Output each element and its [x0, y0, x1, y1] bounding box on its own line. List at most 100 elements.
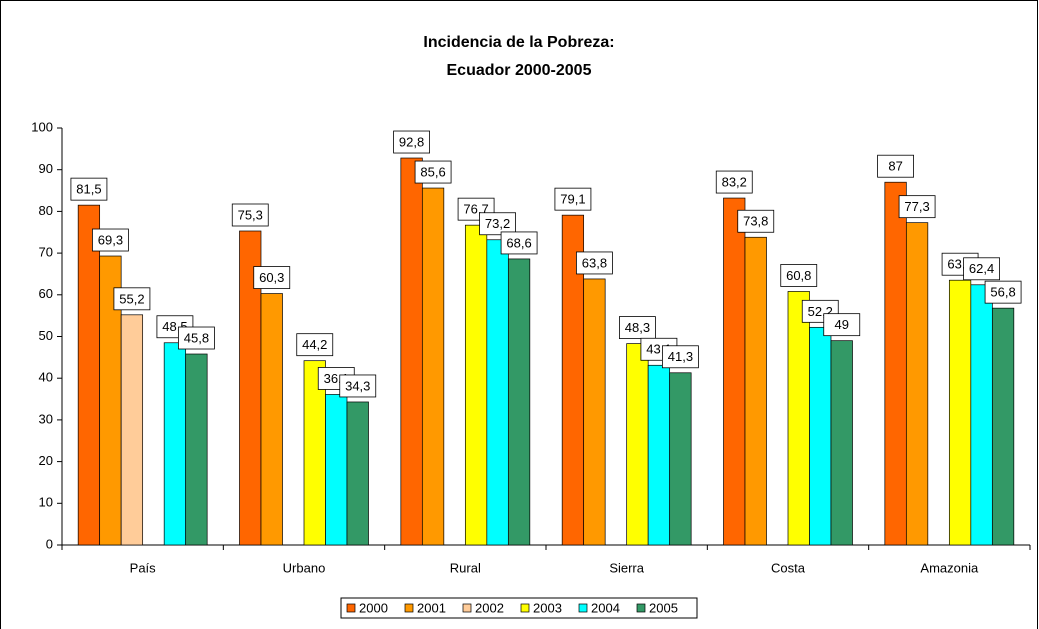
x-tick-label: Rural: [450, 560, 481, 575]
data-label: 56,8: [990, 285, 1015, 300]
legend-label: 2004: [591, 600, 620, 615]
y-tick-label: 90: [39, 161, 53, 176]
data-label: 73,8: [743, 214, 768, 229]
data-label-box: [619, 316, 656, 339]
data-label: 75,3: [238, 207, 263, 222]
bar: [120, 314, 144, 546]
bar: [185, 353, 208, 546]
bar: [507, 258, 531, 546]
legend-label: 2002: [475, 600, 504, 615]
bar: [948, 279, 972, 546]
data-label-box: [715, 170, 753, 194]
bar: [830, 340, 853, 546]
y-tick-label: 20: [39, 453, 53, 468]
x-tick-label: País: [130, 560, 157, 575]
data-label-box: [393, 130, 430, 154]
y-tick-label: 0: [46, 536, 53, 551]
data-label-box: [70, 177, 108, 201]
bar: [77, 204, 101, 546]
legend-box: [340, 597, 698, 619]
data-label: 62,4: [969, 261, 994, 276]
bar: [669, 372, 692, 546]
data-label: 49: [835, 317, 849, 332]
x-tick-label: Amazonia: [920, 560, 979, 575]
bar: [787, 291, 810, 546]
legend-label: 2001: [417, 600, 446, 615]
data-label-box: [113, 287, 151, 311]
legend-swatch: [346, 603, 356, 613]
legend-swatch: [520, 603, 530, 613]
data-label-box: [823, 313, 861, 337]
bar: [723, 197, 746, 546]
bar: [970, 284, 993, 546]
y-tick-label: 60: [39, 286, 53, 301]
data-label-box: [737, 209, 775, 233]
bar: [626, 343, 649, 546]
data-label: 44,2: [302, 337, 327, 352]
data-label: 92,8: [399, 134, 424, 149]
bar: [809, 326, 832, 546]
legend-swatch: [578, 603, 588, 613]
y-tick-label: 40: [39, 370, 53, 385]
data-label-box: [414, 160, 452, 184]
legend-label: 2003: [533, 600, 562, 615]
data-label: 69,3: [98, 232, 123, 247]
data-label: 79,1: [560, 192, 585, 207]
bar: [884, 181, 907, 546]
data-label: 68,6: [506, 235, 531, 250]
data-label-box: [898, 195, 936, 219]
data-label: 34,3: [345, 378, 370, 393]
data-label-box: [963, 257, 1000, 281]
bar: [583, 278, 606, 546]
legend-label: 2005: [649, 600, 678, 615]
data-label: 63,8: [582, 255, 607, 270]
legend-swatch: [636, 603, 646, 613]
data-label: 73,2: [485, 216, 510, 231]
bar: [647, 364, 671, 546]
bar: [400, 157, 423, 546]
x-tick-label: Sierra: [609, 560, 644, 575]
data-label-box: [877, 154, 914, 178]
data-label: 60,8: [786, 268, 811, 283]
data-label-box: [479, 212, 516, 236]
data-label-box: [231, 203, 269, 227]
data-label-box: [554, 187, 592, 211]
bar: [486, 239, 509, 546]
bar: [464, 224, 488, 546]
bar: [260, 293, 283, 546]
data-label-box: [92, 228, 129, 252]
y-tick-label: 100: [31, 119, 53, 134]
legend-swatch: [462, 603, 472, 613]
x-tick-label: Costa: [771, 560, 806, 575]
legend-label: 2000: [359, 600, 388, 615]
data-label: 60,3: [259, 270, 284, 285]
data-label-box: [500, 231, 538, 255]
bar: [744, 236, 767, 546]
bar: [905, 222, 929, 546]
data-label: 87: [888, 159, 902, 174]
bar: [421, 187, 445, 546]
data-label: 85,6: [420, 164, 445, 179]
data-label: 83,2: [722, 174, 747, 189]
data-label: 55,2: [119, 291, 144, 306]
chart-title: Ecuador 2000-2005: [447, 62, 592, 79]
data-label-box: [576, 251, 613, 275]
data-label: 41,3: [668, 349, 693, 364]
data-label-box: [780, 264, 818, 287]
bar: [991, 307, 1015, 546]
data-label-box: [339, 374, 377, 398]
legend-swatch: [404, 603, 414, 613]
data-label-box: [178, 326, 215, 350]
y-tick-label: 30: [39, 411, 53, 426]
data-label-box: [662, 345, 699, 369]
data-label: 81,5: [76, 182, 101, 197]
data-label-box: [253, 266, 291, 289]
data-label: 77,3: [904, 199, 929, 214]
chart-title: Incidencia de la Pobreza:: [423, 34, 614, 51]
y-tick-label: 10: [39, 495, 53, 510]
bar: [346, 401, 369, 546]
bar: [325, 394, 348, 546]
data-label: 45,8: [184, 330, 209, 345]
data-label-box: [296, 333, 334, 357]
